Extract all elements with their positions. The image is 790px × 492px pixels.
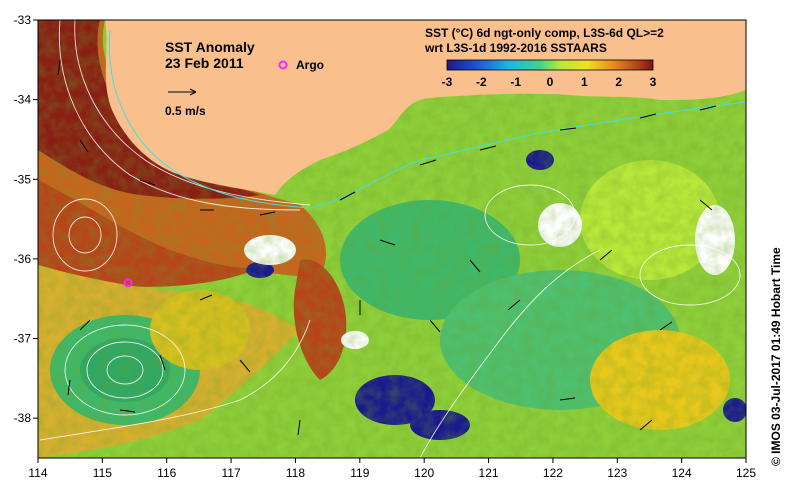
- x-tick-label: 116: [157, 466, 176, 480]
- x-tick-label: 114: [28, 466, 47, 480]
- colorbar-tick-label: 3: [650, 75, 657, 89]
- x-tick-label: 123: [607, 466, 627, 480]
- y-tick-label: -35: [14, 172, 32, 186]
- y-tick-label: -38: [14, 411, 32, 425]
- colorbar: -3 -2 -1 0 1 2 3: [442, 59, 657, 89]
- map-title-line2: 23 Feb 2011: [165, 55, 244, 71]
- credit-text: © IMOS 03-Jul-2017 01:49 Hobart Time: [769, 247, 783, 466]
- argo-legend-label: Argo: [296, 58, 324, 72]
- sst-field: [38, 20, 746, 458]
- plot-frame: [37, 19, 747, 459]
- x-tick-label: 120: [414, 466, 434, 480]
- colorbar-tick-label: 2: [615, 75, 622, 89]
- product-line2: wrt L3S-1d 1992-2016 SSTAARS: [424, 41, 607, 55]
- y-tick-label: -33: [14, 13, 32, 27]
- argo-legend-marker: [278, 60, 288, 70]
- colorbar-gradient: [446, 59, 654, 71]
- x-tick-label: 118: [286, 466, 305, 480]
- x-tick-label: 121: [479, 466, 499, 480]
- colorbar-tick-label: -2: [476, 75, 487, 89]
- product-line1: SST (°C) 6d ngt-only comp, L3S-6d QL>=2: [425, 26, 664, 40]
- colorbar-tick-label: 0: [547, 75, 554, 89]
- argo-float-marker: [123, 278, 133, 288]
- x-tick-label: 125: [736, 466, 756, 480]
- scale-arrow: [168, 88, 197, 96]
- x-tick-label: 115: [93, 466, 112, 480]
- scale-arrow-label: 0.5 m/s: [165, 104, 206, 118]
- map-title-line1: SST Anomaly: [165, 39, 255, 55]
- y-axis: -33 -34 -35 -36 -37 -38: [14, 13, 38, 425]
- y-tick-label: -34: [14, 93, 32, 107]
- x-tick-label: 119: [350, 466, 369, 480]
- y-tick-label: -37: [14, 332, 32, 346]
- y-tick-label: -36: [14, 252, 32, 266]
- colorbar-tick-label: 1: [581, 75, 588, 89]
- x-axis: 114 115 116 117 118 119 120 121 122 123 124 125: [28, 458, 756, 480]
- x-tick-label: 122: [543, 466, 563, 480]
- x-tick-label: 117: [222, 466, 241, 480]
- colorbar-tick-label: -1: [510, 75, 521, 89]
- x-tick-label: 124: [672, 466, 692, 480]
- colorbar-tick-label: -3: [442, 75, 453, 89]
